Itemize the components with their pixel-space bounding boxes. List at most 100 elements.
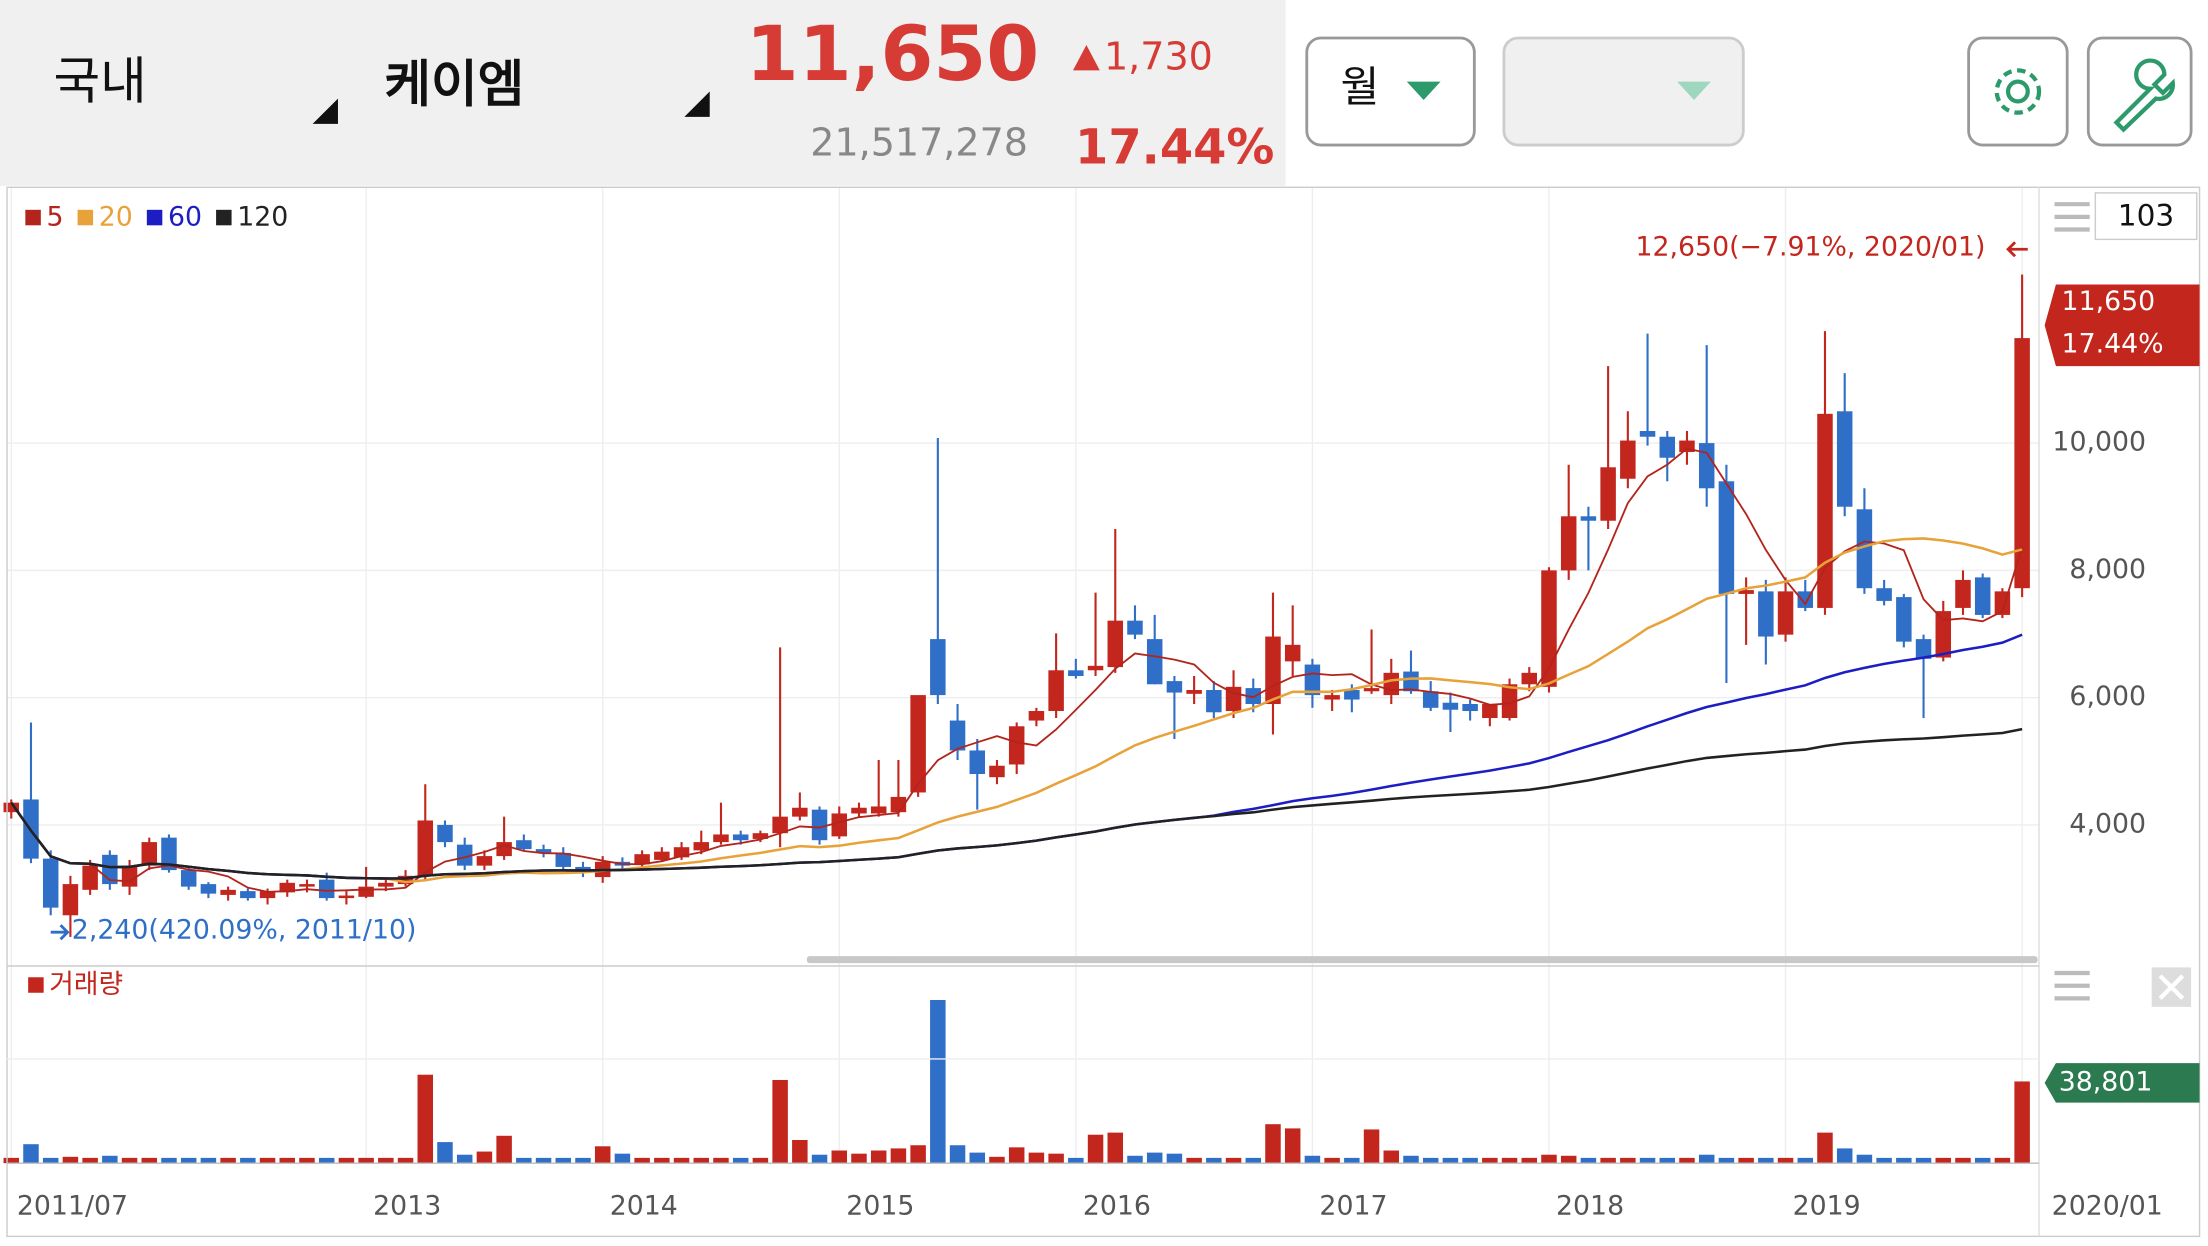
candle-body — [1324, 695, 1340, 700]
count-box[interactable] — [2094, 192, 2198, 241]
volume-bar — [1955, 1157, 1971, 1164]
dropdown-arrow[interactable] — [312, 98, 338, 124]
tools-button[interactable] — [2086, 36, 2193, 147]
period[interactable]: 월 — [1341, 63, 1380, 112]
volume-bar — [1915, 1157, 1932, 1164]
volume-bar — [1344, 1157, 1360, 1164]
volume-bar — [1225, 1157, 1242, 1164]
volume-bar — [1462, 1157, 1478, 1164]
volume-bar — [1836, 1148, 1853, 1164]
volume-tag — [2044, 1063, 2200, 1103]
x-tick-label: 2014 — [610, 1190, 678, 1221]
candle-body — [1442, 702, 1459, 710]
stock-name[interactable]: 케이엠 — [384, 54, 524, 113]
volume-bar — [1363, 1129, 1380, 1164]
period-dropdown[interactable] — [1305, 36, 1476, 147]
volume-bar — [476, 1151, 493, 1164]
candle-body — [1876, 588, 1892, 601]
menu-icon[interactable] — [2054, 202, 2090, 232]
candle-body — [1087, 665, 1104, 671]
candle-body — [1028, 711, 1045, 721]
volume-bar — [831, 1150, 848, 1164]
candle-body — [1521, 672, 1538, 685]
volume-bar — [1797, 1157, 1814, 1164]
candle-body — [1896, 597, 1912, 642]
candle-body — [1758, 591, 1774, 637]
volume-bar — [1087, 1134, 1104, 1164]
high-arrow — [2006, 241, 2028, 258]
candle-body — [1836, 411, 1853, 507]
candle-body — [870, 806, 887, 814]
volume-bar — [1856, 1154, 1873, 1164]
count[interactable]: 103 — [2118, 198, 2174, 232]
volume-bar — [180, 1157, 197, 1164]
volume-legend: 거래량 — [49, 969, 123, 1000]
volume-bar — [240, 1157, 256, 1164]
scrollbar[interactable] — [806, 956, 2038, 964]
volume-bar — [1324, 1157, 1340, 1164]
x-tick-label: 2013 — [373, 1190, 441, 1221]
candle-body — [1225, 686, 1242, 712]
candle-body — [516, 840, 532, 850]
candle-body — [42, 858, 59, 908]
volume-bar — [161, 1157, 177, 1164]
volume-bar — [910, 1145, 926, 1164]
candle-body — [555, 852, 572, 867]
candle-body — [910, 695, 926, 793]
volume-bar — [496, 1135, 512, 1164]
close-icon — [2158, 974, 2185, 1000]
candle-body — [1048, 670, 1064, 712]
volume-bar — [1048, 1153, 1064, 1164]
chart-frame — [6, 186, 2201, 1238]
candle-body — [259, 891, 276, 899]
candle-body — [338, 895, 355, 899]
candle-body — [121, 865, 138, 887]
legend-swatch — [77, 209, 94, 226]
dropdown-arrow[interactable] — [1677, 81, 1711, 100]
empty-dropdown[interactable] — [1502, 36, 1745, 147]
candle-body — [1284, 644, 1301, 662]
volume-bar — [1127, 1155, 1143, 1164]
volume-bar — [870, 1150, 887, 1164]
candle-body — [1206, 690, 1222, 713]
candle-body — [1166, 681, 1183, 693]
y-tick-label: 6,000 — [2069, 681, 2146, 712]
volume-bar — [318, 1157, 335, 1164]
candle-body — [772, 816, 788, 834]
volume-bar — [417, 1074, 434, 1164]
moving-average — [10, 727, 2023, 880]
candle-body — [1008, 726, 1025, 765]
volume-bar — [1659, 1157, 1676, 1164]
candle-body — [713, 834, 729, 843]
volume-bar — [1896, 1157, 1912, 1164]
volume-bar — [220, 1157, 236, 1164]
candle-body — [654, 851, 670, 860]
volume-bar — [456, 1154, 473, 1164]
volume-bar — [358, 1157, 374, 1164]
candle-body — [1127, 620, 1143, 635]
candle-body — [1107, 620, 1124, 668]
volume-bar — [1166, 1153, 1183, 1164]
candle-body — [240, 891, 256, 899]
candle-body — [437, 824, 453, 843]
volume-bar — [1600, 1157, 1616, 1164]
settings-button[interactable] — [1967, 36, 2069, 147]
volume-bar — [1580, 1157, 1597, 1164]
market[interactable]: 국내 — [54, 51, 147, 110]
candle-body — [989, 765, 1005, 778]
candle-body — [1304, 664, 1321, 696]
volume-bar — [693, 1157, 710, 1164]
legend-swatch — [146, 209, 163, 226]
candle-body — [2014, 338, 2030, 589]
legend-swatch — [216, 209, 232, 226]
dropdown-arrow[interactable] — [1406, 81, 1441, 100]
candle-body — [318, 879, 335, 899]
volume-bar — [1738, 1157, 1754, 1164]
menu-icon[interactable] — [2054, 970, 2090, 1001]
candle-body — [1245, 688, 1262, 705]
volume-bar — [811, 1154, 828, 1164]
volume-bar — [1265, 1124, 1281, 1164]
candle-body — [161, 837, 177, 871]
volume-bar — [1304, 1155, 1321, 1164]
candle-body — [496, 842, 512, 857]
